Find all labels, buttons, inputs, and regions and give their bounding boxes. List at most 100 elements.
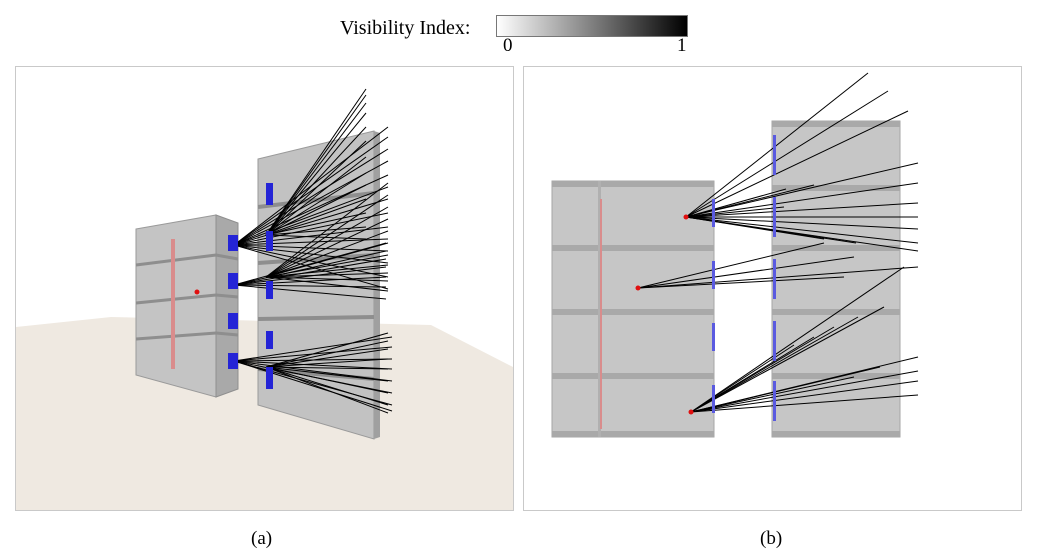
sight-line: [265, 206, 389, 278]
sight-line: [690, 316, 859, 413]
sight-line: [265, 94, 367, 236]
window: [228, 235, 238, 251]
sight-line: [690, 366, 881, 413]
sight-line: [685, 72, 869, 218]
sight-line: [265, 198, 367, 236]
sight-line: [265, 234, 367, 240]
sight-line: [233, 284, 387, 300]
sight-line: [233, 212, 389, 246]
left-building-floor-line: [135, 331, 239, 341]
window: [266, 231, 273, 251]
legend-max-label: 1: [677, 35, 687, 56]
sight-line: [685, 206, 785, 218]
window: [773, 197, 776, 237]
sight-line: [265, 172, 367, 236]
window: [266, 183, 273, 205]
sight-line: [685, 90, 889, 218]
sight-line: [685, 216, 919, 230]
sight-line: [233, 198, 389, 246]
sight-line: [685, 216, 825, 240]
sight-line: [685, 162, 919, 218]
sight-line: [233, 336, 393, 362]
sight-line: [690, 380, 919, 413]
left-building-slab: [552, 373, 714, 379]
left-building-interior-marker: [171, 239, 175, 369]
left-building-floor-line: [135, 293, 239, 305]
right-building-floor-line: [257, 253, 375, 265]
elevation-windows: [712, 135, 776, 421]
sight-line: [685, 202, 919, 218]
perspective-windows: [228, 183, 273, 389]
sight-line: [233, 244, 389, 278]
sight-line: [233, 136, 389, 246]
window: [712, 261, 715, 289]
window: [712, 199, 715, 227]
right-building-floor-line: [257, 315, 375, 321]
sight-line: [265, 218, 389, 278]
left-building-slab: [552, 245, 714, 251]
sight-line: [690, 336, 815, 413]
panel-a-perspective-view[interactable]: [15, 66, 514, 511]
sight-line: [685, 184, 815, 218]
window: [773, 135, 776, 175]
window: [712, 323, 715, 351]
sight-line: [265, 230, 389, 278]
sight-line: [233, 360, 393, 382]
sight-line: [690, 306, 885, 413]
left-building-interior-marker: [600, 199, 602, 429]
sight-line: [265, 358, 389, 368]
sight-line: [265, 226, 367, 236]
sight-line: [265, 88, 367, 236]
sight-line: [265, 182, 389, 278]
sight-line: [265, 156, 367, 236]
sight-line: [690, 394, 919, 413]
sight-line: [265, 264, 389, 278]
window: [266, 281, 273, 299]
elevation-sight-lines: [637, 72, 919, 413]
right-building-slab: [772, 309, 900, 315]
sight-line: [265, 348, 389, 368]
sight-line: [265, 276, 389, 282]
sight-line: [265, 366, 389, 382]
left-building-front: [135, 214, 217, 398]
sight-line: [233, 148, 389, 246]
sight-line: [690, 266, 905, 413]
sight-line: [233, 226, 389, 246]
sight-line: [637, 256, 855, 289]
window: [266, 367, 273, 389]
sight-line: [233, 258, 387, 286]
sight-line: [265, 366, 389, 414]
sight-line: [265, 366, 389, 394]
sight-line: [265, 366, 389, 406]
right-building-slab: [772, 431, 900, 437]
right-building-elevation: [771, 120, 901, 438]
left-building-slab: [552, 181, 714, 187]
sight-line: [265, 102, 367, 236]
legend-min-label: 0: [503, 35, 513, 56]
left-building-partition: [598, 181, 601, 437]
right-building-front: [257, 130, 375, 440]
window: [773, 321, 776, 361]
caption-a: (a): [251, 528, 273, 549]
legend-label: Visibility Index:: [340, 17, 471, 39]
sight-line: [265, 126, 367, 236]
sight-line: [233, 250, 387, 286]
sight-line: [265, 332, 389, 368]
sight-line: [265, 140, 367, 236]
sight-line: [685, 216, 919, 244]
viewpoint-marker: [194, 289, 200, 295]
sight-line: [265, 272, 389, 278]
left-building-side: [215, 214, 239, 398]
window: [266, 331, 273, 349]
panel-b-elevation-view[interactable]: [523, 66, 1022, 511]
sight-line: [265, 254, 389, 278]
sight-line: [265, 366, 389, 370]
sight-line: [233, 242, 387, 286]
sight-line: [690, 376, 855, 413]
right-building-slab: [772, 373, 900, 379]
sight-line: [265, 184, 367, 236]
sight-line: [265, 242, 389, 278]
left-building-slab: [552, 431, 714, 437]
sight-line: [233, 276, 387, 286]
window: [228, 273, 238, 289]
